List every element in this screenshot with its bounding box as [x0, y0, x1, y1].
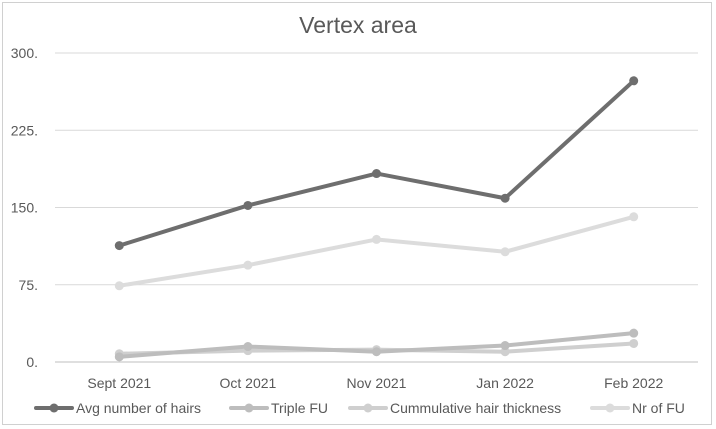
legend-swatch-marker — [363, 403, 373, 413]
data-point — [243, 342, 253, 352]
x-tick-label: Sept 2021 — [87, 375, 151, 391]
data-point — [372, 169, 381, 179]
data-point — [629, 212, 639, 222]
legend-label: Nr of FU — [632, 400, 685, 416]
legend-label: Triple FU — [271, 400, 328, 416]
data-point — [372, 234, 381, 244]
legend-item: Avg number of hairs — [34, 400, 201, 416]
legend: Avg number of hairs Triple FU Cummulative … — [34, 400, 685, 416]
x-tick-label: Jan 2022 — [476, 375, 534, 391]
y-tick-label: 75. — [19, 277, 38, 293]
x-tick-label: Nov 2021 — [347, 375, 407, 391]
data-point — [500, 347, 510, 357]
y-tick-label: 300. — [11, 45, 38, 61]
legend-label: Cummulative hair thickness — [390, 400, 561, 416]
data-point — [500, 193, 510, 203]
x-tick-label: Oct 2021 — [219, 375, 276, 391]
data-point — [629, 76, 639, 86]
legend-item: Cummulative hair thickness — [348, 400, 561, 416]
data-point — [629, 338, 639, 348]
x-tick-label: Feb 2022 — [604, 375, 663, 391]
x-axis-ticks: Sept 2021 Oct 2021 Nov 2021 Jan 2022 Feb 202… — [87, 375, 663, 391]
series-avg-number-of-hairs — [114, 76, 639, 251]
y-axis-ticks: 0. 75. 150. 225. 300. — [11, 45, 38, 370]
series-line — [117, 214, 636, 288]
legend-label: Avg number of hairs — [76, 400, 201, 416]
series-nr-of-fu — [114, 212, 639, 291]
y-tick-label: 150. — [11, 200, 38, 216]
legend-item: Nr of FU — [590, 400, 685, 416]
chart-title: Vertex area — [299, 12, 417, 38]
data-point — [114, 241, 124, 251]
series-triple-fu — [114, 328, 639, 362]
y-tick-label: 225. — [11, 122, 38, 138]
data-point — [243, 200, 253, 210]
legend-swatch-marker — [244, 403, 254, 413]
series-group — [114, 76, 639, 362]
legend-swatch-marker — [49, 403, 59, 413]
gridlines — [55, 52, 698, 363]
data-point — [629, 328, 639, 338]
data-point — [114, 352, 124, 362]
data-point — [500, 341, 510, 351]
legend-item: Triple FU — [229, 400, 328, 416]
data-point — [243, 260, 253, 270]
data-point — [500, 247, 510, 257]
legend-swatch-marker — [605, 403, 615, 413]
data-point — [114, 281, 124, 291]
series-line — [117, 78, 636, 248]
data-point — [372, 347, 381, 357]
y-tick-label: 0. — [26, 354, 38, 370]
